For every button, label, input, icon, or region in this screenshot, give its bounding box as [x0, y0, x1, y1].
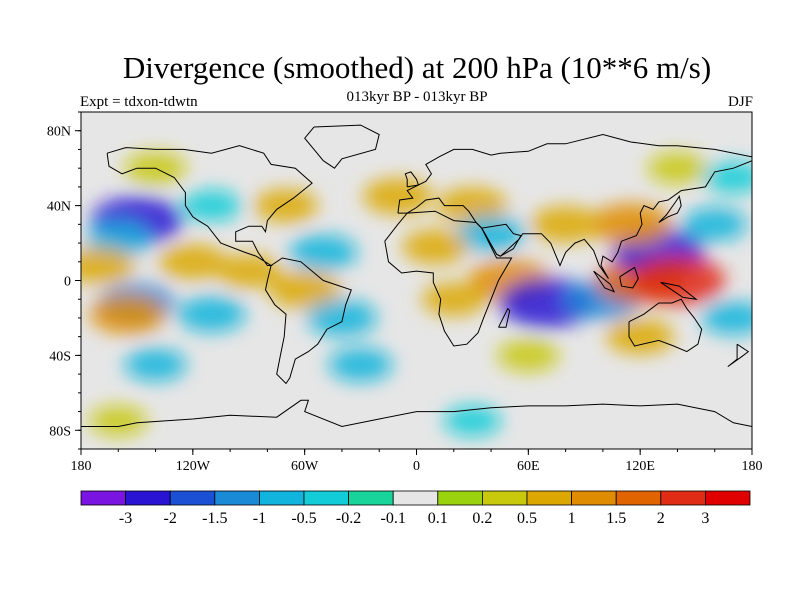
- lon-tick-label: 60W: [291, 459, 319, 474]
- colorbar-swatch: [125, 490, 171, 506]
- coastline-sumatra: [593, 270, 616, 293]
- field-blob-8: [216, 254, 281, 289]
- colorbar-label: 1: [568, 510, 576, 527]
- map-title: Divergence (smoothed) at 200 hPa (10**6 …: [122, 50, 712, 85]
- coastline-new-guinea: [660, 281, 698, 300]
- colorbar-label: -3: [119, 510, 132, 527]
- field-blob-3: [81, 247, 135, 285]
- lat-tick-label: 40S: [49, 349, 71, 364]
- coastline-australia: [628, 298, 703, 353]
- coastline-new-zealand: [727, 343, 750, 368]
- colorbar-label: -0.2: [336, 510, 361, 527]
- field-blob-16: [402, 229, 469, 265]
- field-blob-10: [289, 234, 358, 271]
- colorbar-swatch: [526, 490, 572, 506]
- colorbar-swatch: [169, 490, 216, 506]
- colorbar-swatch: [571, 490, 617, 506]
- colorbar-swatch: [437, 490, 483, 506]
- coastline-greenland: [304, 124, 380, 169]
- divergence-field: [81, 151, 752, 437]
- field-blob-12: [254, 188, 319, 223]
- lon-tick-label: 0: [413, 459, 420, 474]
- field-blob-4: [158, 243, 227, 280]
- colorbar-swatch: [214, 490, 260, 506]
- field-blob-28: [606, 318, 675, 355]
- colorbar-label: -1: [253, 510, 266, 527]
- coastline-africa: [384, 210, 513, 347]
- lat-tick-label: 80S: [49, 424, 71, 439]
- coastline-japan: [658, 195, 682, 223]
- latitude-axis: 80N 40N 0 40S 80S: [47, 111, 81, 450]
- coastline-borneo: [619, 266, 639, 289]
- lon-tick-label: 120E: [625, 459, 655, 474]
- colorbar-label: 2: [657, 510, 665, 527]
- lon-tick-label: 60E: [517, 459, 540, 474]
- field-blob-6: [89, 294, 166, 335]
- colorbar-swatch: [303, 490, 349, 506]
- colorbar-label: -2: [164, 510, 177, 527]
- colorbar: -3 -2 -1.5 -1 -0.5 -0.2 -0.1 0.1 0.2 0.5 1 1.5 2 3: [80, 490, 751, 527]
- lat-tick-label: 0: [64, 275, 71, 290]
- map-panel: [80, 111, 753, 450]
- lat-tick-label: 80N: [47, 125, 71, 140]
- colorbar-label: 0.1: [428, 510, 448, 527]
- coastline-antarctica: [81, 399, 752, 428]
- coastline-uk: [404, 171, 420, 188]
- field-blob-15: [457, 215, 526, 252]
- longitude-axis: 180 120W 60W 0 60E 120E 180: [71, 449, 763, 474]
- map-subtitle: 013kyr BP - 013kyr BP: [346, 89, 488, 105]
- coastline-madagascar: [498, 307, 511, 328]
- field-blob-31: [124, 348, 187, 382]
- experiment-label: Expt = tdxon-tdwtn: [80, 94, 198, 110]
- field-blob-33: [443, 405, 502, 437]
- colorbar-label: -0.1: [381, 510, 406, 527]
- field-blob-32: [89, 405, 148, 437]
- colorbar-label: 0.5: [517, 510, 537, 527]
- field-blob-36: [703, 161, 752, 194]
- colorbar-label: 1.5: [606, 510, 626, 527]
- coastline-arabia: [481, 223, 522, 257]
- colorbar-swatch: [348, 490, 394, 506]
- colorbar-swatch: [80, 490, 126, 506]
- field-blob-27: [701, 300, 752, 335]
- coastline-north-america: [106, 145, 313, 266]
- season-label: DJF: [727, 94, 753, 110]
- lon-tick-label: 180: [742, 459, 763, 474]
- lon-tick-label: 180: [71, 459, 92, 474]
- field-blob-18: [421, 282, 486, 317]
- coastlines: [81, 124, 752, 428]
- colorbar-swatch: [660, 490, 706, 506]
- field-blob-30: [328, 347, 393, 382]
- colorbar-swatch: [615, 490, 662, 506]
- field-blob-29: [497, 338, 560, 372]
- field-blob-23: [629, 255, 726, 306]
- field-blob-2: [181, 189, 242, 222]
- colorbar-swatch: [481, 490, 528, 506]
- colorbar-label: -1.5: [202, 510, 227, 527]
- field-blob-11: [306, 299, 377, 337]
- colorbar-swatch: [258, 490, 305, 506]
- colorbar-label: 0.2: [472, 510, 492, 527]
- lon-tick-label: 120W: [176, 459, 211, 474]
- colorbar-label: -0.5: [291, 510, 316, 527]
- field-blob-24: [589, 202, 672, 246]
- colorbar-swatch: [705, 490, 751, 506]
- colorbar-swatch: [392, 490, 439, 506]
- field-blob-26: [682, 207, 747, 242]
- field-blob-7: [177, 296, 246, 333]
- coastline-south-america: [264, 257, 352, 385]
- field-blob-14: [437, 187, 508, 225]
- lat-tick-label: 40N: [47, 200, 71, 215]
- colorbar-label: 3: [701, 510, 709, 527]
- field-blob-34: [647, 152, 708, 185]
- field-blob-25: [530, 205, 601, 243]
